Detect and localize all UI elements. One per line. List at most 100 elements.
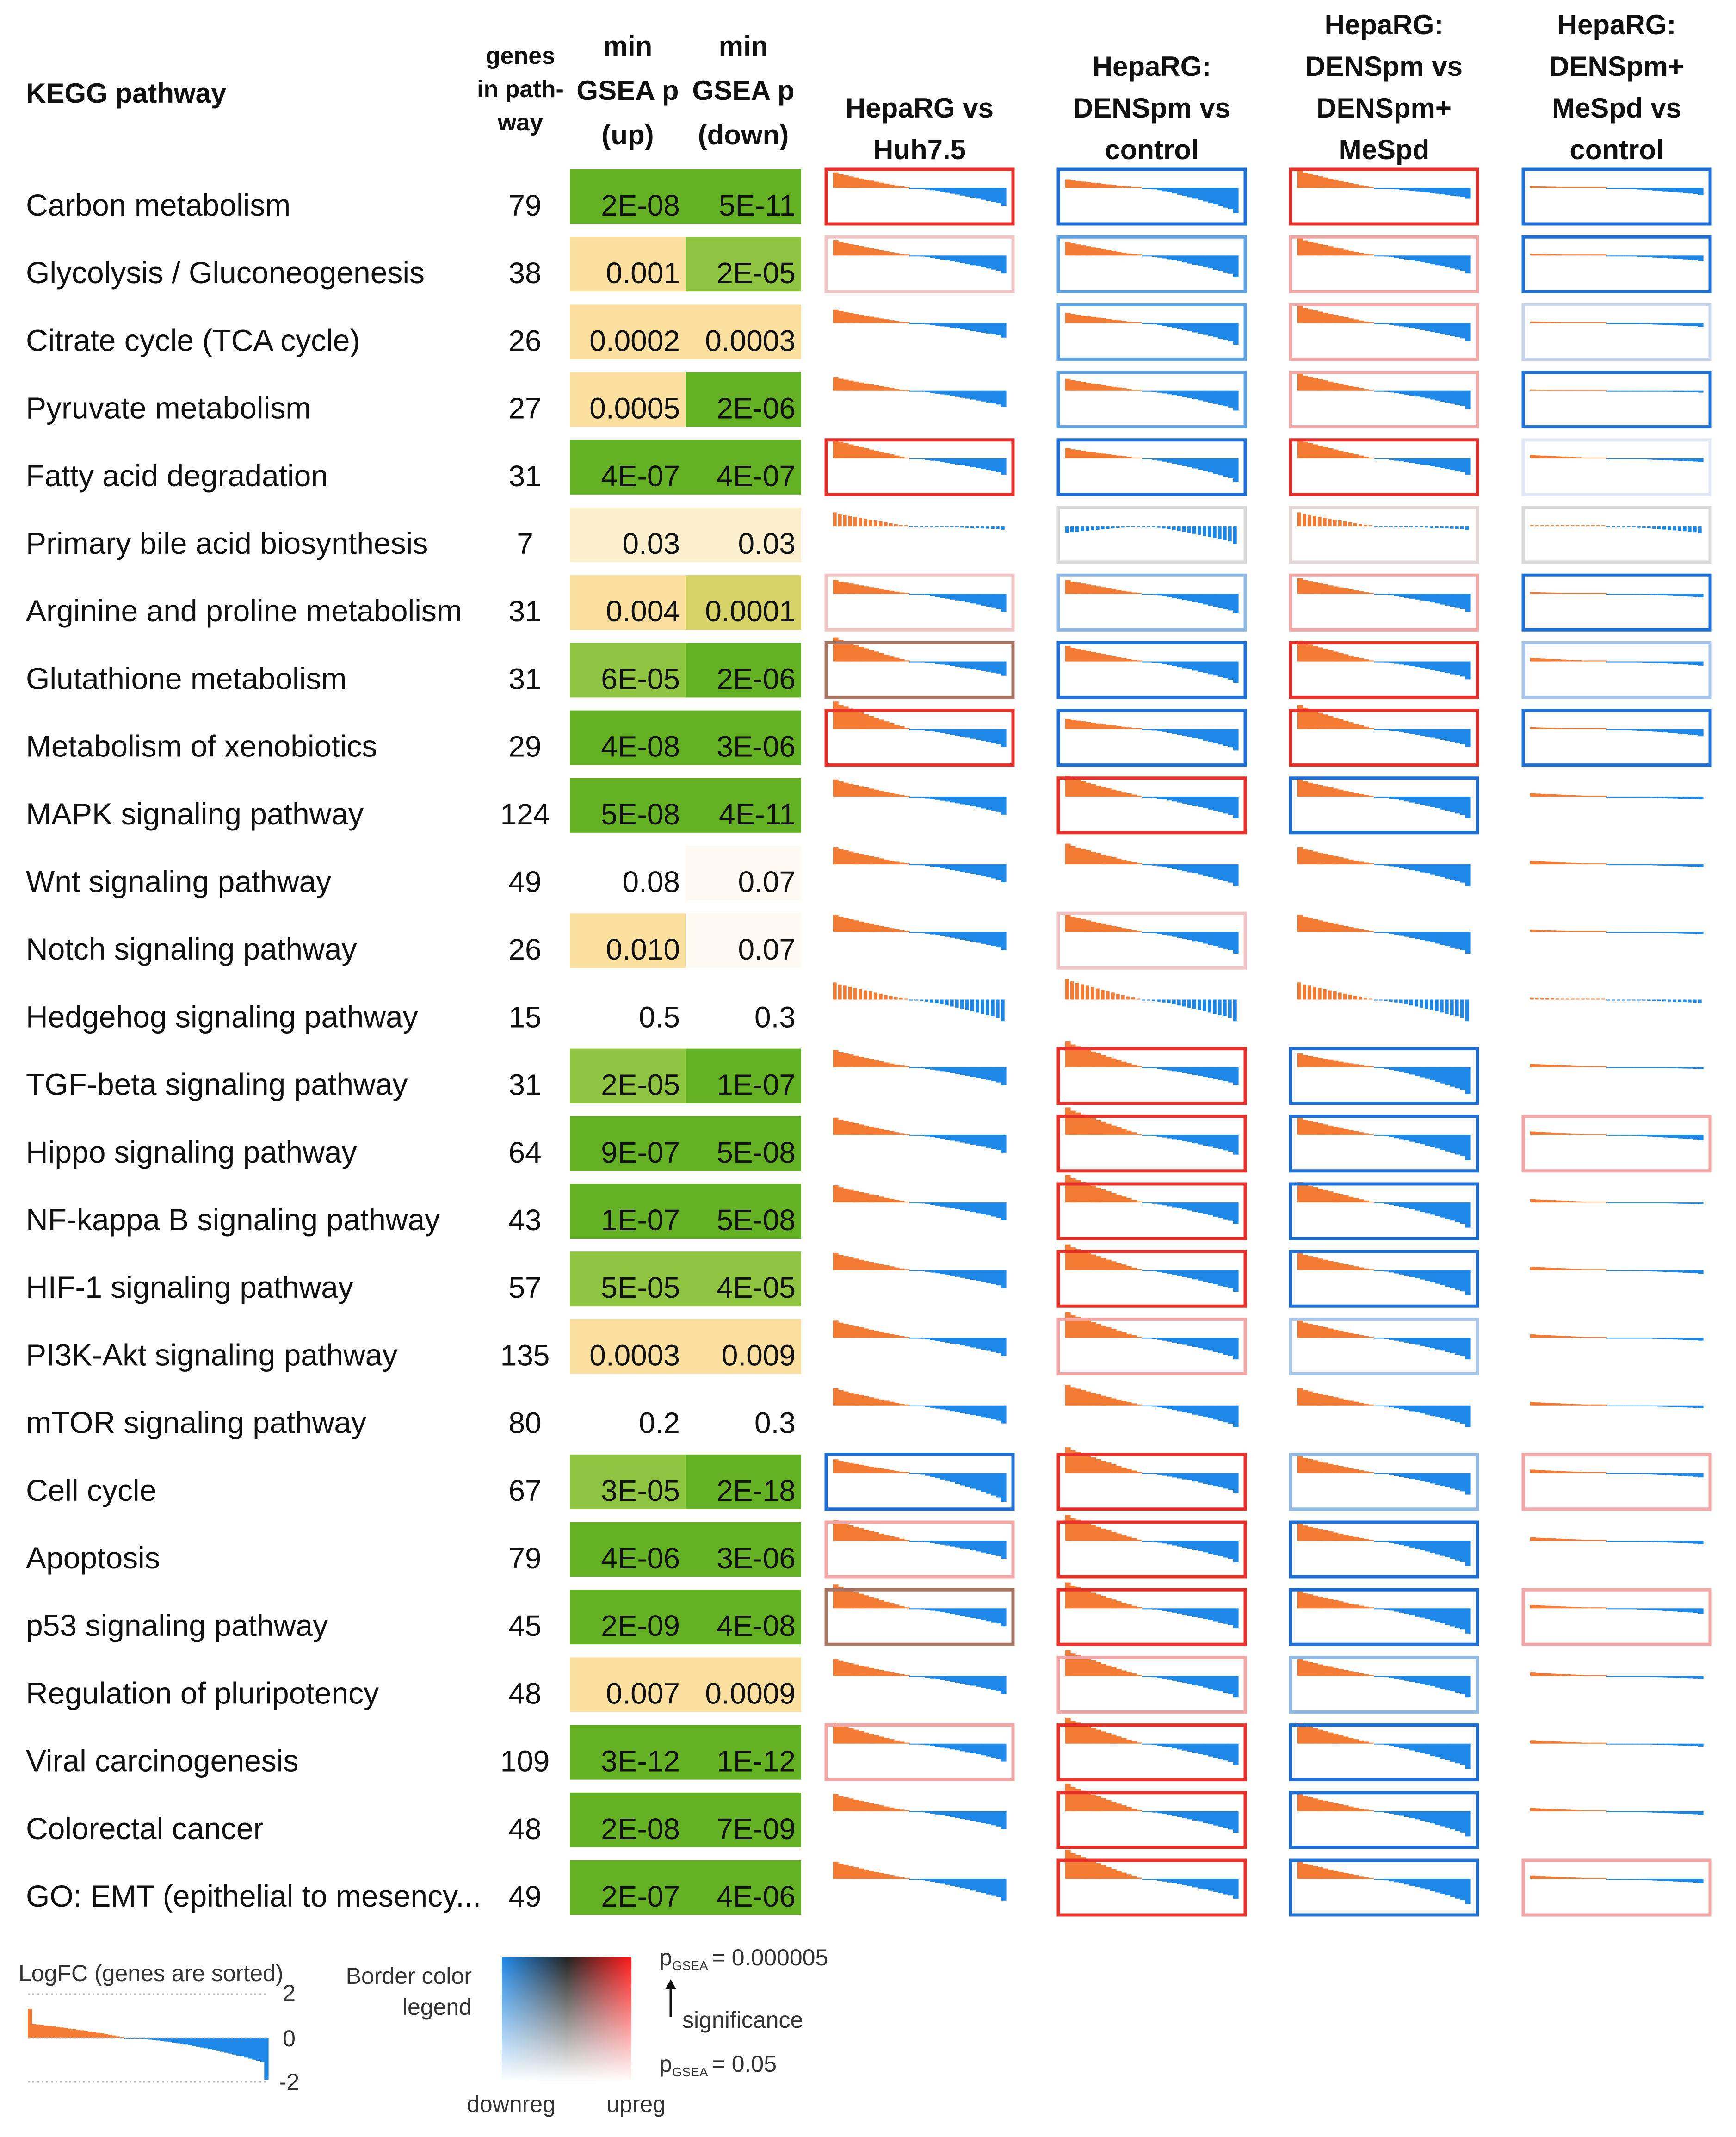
logfc-bar — [1116, 1669, 1122, 1676]
logfc-bar — [1203, 188, 1208, 202]
logfc-bar — [1086, 1456, 1091, 1473]
logfc-bar — [1612, 1338, 1617, 1339]
logfc-bar — [1632, 1811, 1637, 1812]
logfc-bar — [1425, 932, 1430, 942]
significance-border — [1056, 1453, 1247, 1511]
logfc-bar — [1303, 514, 1306, 527]
logfc-bar — [1683, 1608, 1688, 1612]
logfc-bar — [1126, 457, 1132, 458]
legend-logfc-bar — [256, 2038, 261, 2061]
logfc-bar — [1637, 864, 1643, 866]
logfc-bar — [1167, 594, 1173, 597]
logfc-bar — [1627, 458, 1632, 459]
logfc-sparkline — [1056, 1515, 1247, 1579]
logfc-bar — [1450, 1405, 1456, 1421]
logfc-bar — [930, 864, 935, 867]
logfc-bar — [1389, 188, 1395, 189]
logfc-bar — [950, 999, 954, 1007]
logfc-bar — [1131, 1538, 1137, 1541]
logfc-bar — [945, 1541, 951, 1546]
logfc-bar — [965, 458, 971, 466]
logfc-bar — [1622, 1811, 1627, 1812]
logfc-bar — [869, 856, 874, 865]
logfc-bar — [1678, 729, 1683, 734]
logfc-bar — [965, 188, 971, 197]
logfc-bar — [1632, 1879, 1637, 1880]
legend-logfc-bar — [152, 2038, 156, 2040]
logfc-bar — [1137, 1810, 1142, 1811]
logfc-bar — [1440, 1743, 1446, 1759]
logfc-bar — [1333, 1060, 1339, 1067]
table-row: Carbon metabolism 79 2E-08 5E-11 — [26, 167, 1712, 226]
logfc-bar — [1379, 594, 1384, 595]
header-genes: way — [497, 109, 543, 136]
logfc-bar — [1617, 932, 1622, 933]
pvalue-down-cell — [686, 710, 801, 765]
logfc-bar — [1698, 796, 1704, 800]
logfc-bar — [1338, 925, 1344, 932]
logfc-bar — [1596, 795, 1602, 797]
logfc-bar — [1415, 1405, 1420, 1412]
logfc-bar — [1394, 1202, 1400, 1206]
significance-border — [1289, 1250, 1479, 1308]
logfc-bar — [1683, 999, 1687, 1003]
logfc-bar — [1218, 1811, 1223, 1827]
logfc-bar — [1198, 1676, 1203, 1686]
logfc-bar — [1152, 1067, 1157, 1068]
logfc-bar — [1303, 1055, 1308, 1067]
logfc-bar — [1586, 1134, 1592, 1135]
logfc-bar — [1460, 188, 1466, 197]
logfc-bar — [1556, 930, 1561, 932]
logfc-bar — [1652, 594, 1658, 595]
logfc-bar — [965, 1338, 971, 1347]
logfc-bar — [1601, 1404, 1607, 1406]
logfc-bar — [970, 999, 974, 1011]
logfc-bar — [1318, 853, 1323, 865]
logfc-bar — [955, 1473, 961, 1484]
logfc-bar — [1121, 1332, 1127, 1338]
logfc-bar — [1086, 1523, 1091, 1541]
logfc-sparkline — [1056, 1041, 1247, 1105]
logfc-bar — [1465, 1541, 1471, 1566]
logfc-bar — [1147, 1270, 1152, 1271]
logfc-bar — [1297, 779, 1303, 797]
logfc-bar — [1576, 1472, 1582, 1473]
logfc-bar — [1213, 188, 1218, 204]
logfc-sparkline — [1056, 1784, 1247, 1849]
logfc-bar — [986, 1270, 991, 1283]
logfc-bar — [1157, 1473, 1162, 1475]
logfc-bar — [1359, 1740, 1364, 1744]
logfc-sparkline — [1056, 641, 1247, 699]
logfc-bar — [1657, 1338, 1663, 1339]
header-comparison-2: DENSpm vs — [1073, 93, 1230, 124]
logfc-bar — [1576, 254, 1582, 256]
logfc-bar — [996, 796, 1001, 812]
logfc-bar — [1440, 188, 1446, 195]
pvalue-down: 0.07 — [738, 933, 796, 966]
logfc-bar — [986, 1202, 991, 1216]
logfc-bar — [1652, 188, 1658, 191]
logfc-bar — [991, 255, 996, 270]
logfc-bar — [914, 1270, 920, 1271]
logfc-bar — [1369, 1337, 1374, 1338]
logfc-bar — [1075, 1112, 1081, 1135]
logfc-bar — [1535, 592, 1541, 594]
logfc-bar — [1303, 580, 1308, 594]
logfc-bar — [1698, 864, 1704, 867]
logfc-bar — [1561, 1877, 1566, 1879]
logfc-bar — [1106, 788, 1112, 797]
logfc-bar — [1450, 323, 1456, 336]
logfc-bar — [1668, 1202, 1673, 1204]
logfc-bar — [991, 999, 995, 1016]
logfc-bar — [894, 1876, 900, 1879]
logfc-bar — [1647, 661, 1653, 663]
logfc-bar — [1683, 661, 1688, 665]
logfc-bar — [1642, 1608, 1648, 1610]
logfc-bar — [879, 589, 884, 594]
logfc-bar — [1328, 855, 1334, 865]
logfc-bar — [1673, 1743, 1678, 1746]
logfc-bar — [1415, 1270, 1420, 1278]
logfc-bar — [1162, 1608, 1168, 1611]
legend-logfc-bar — [64, 2028, 68, 2038]
logfc-bar — [1622, 1676, 1627, 1677]
